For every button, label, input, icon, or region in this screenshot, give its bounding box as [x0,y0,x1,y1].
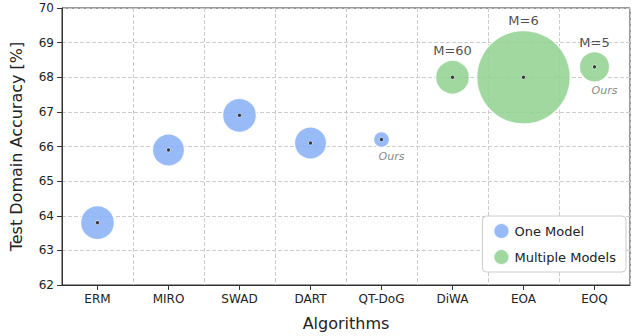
svg-text:63: 63 [39,243,54,257]
svg-text:Algorithms: Algorithms [303,314,390,333]
svg-text:66: 66 [39,140,54,154]
svg-text:M=60: M=60 [433,43,472,58]
svg-text:DART: DART [294,292,327,306]
svg-text:EOQ: EOQ [581,292,607,306]
svg-text:SWAD: SWAD [221,292,257,306]
svg-text:MIRO: MIRO [153,292,185,306]
svg-text:Ours: Ours [592,84,618,97]
svg-text:QT-DoG: QT-DoG [359,292,405,306]
svg-text:69: 69 [39,36,54,50]
svg-text:Multiple Models: Multiple Models [514,250,616,265]
svg-text:Test Domain Accuracy [%]: Test Domain Accuracy [%] [7,42,26,253]
svg-text:70: 70 [39,1,54,15]
svg-text:68: 68 [39,70,54,84]
svg-text:62: 62 [39,278,54,292]
svg-text:DiWA: DiWA [437,292,470,306]
svg-text:65: 65 [39,174,54,188]
svg-text:One Model: One Model [514,224,584,239]
svg-text:ERM: ERM [84,292,110,306]
svg-text:64: 64 [39,209,54,223]
svg-text:M=5: M=5 [579,35,609,50]
svg-text:M=6: M=6 [508,13,538,28]
svg-text:Ours: Ours [379,150,405,163]
svg-text:67: 67 [39,105,54,119]
svg-text:EOA: EOA [511,292,537,306]
